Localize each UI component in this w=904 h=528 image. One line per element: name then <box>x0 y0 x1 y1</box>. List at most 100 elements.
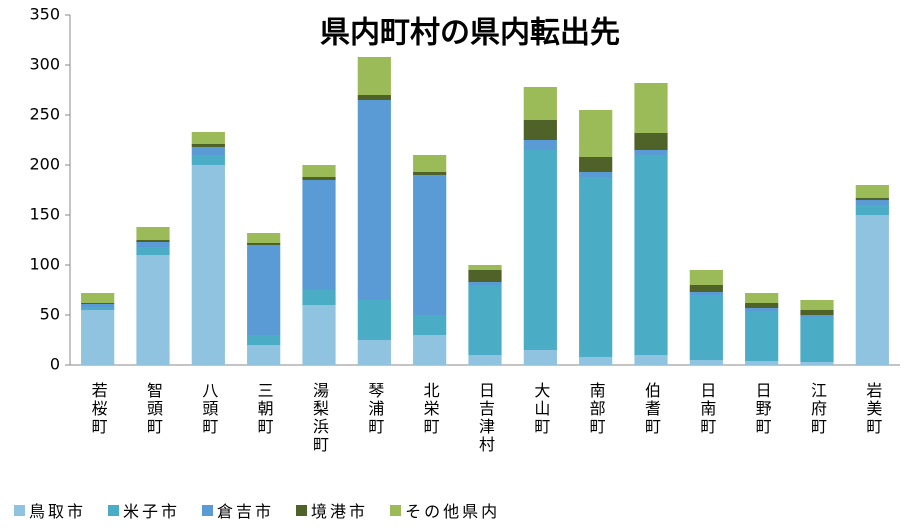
bar-segment <box>579 357 613 365</box>
bar-segment <box>800 315 834 317</box>
x-tick-label: 日野町 <box>752 382 772 436</box>
y-tick-label: 100 <box>29 255 60 274</box>
bar-segment <box>800 310 834 315</box>
bar-segment <box>745 308 779 311</box>
bar-segment <box>745 361 779 365</box>
legend: 鳥取市 米子市 倉吉市 境港市 その他県内 <box>14 498 500 522</box>
bar-segment <box>191 165 225 365</box>
x-tick-label: 北栄町 <box>420 382 440 436</box>
bar-segment <box>855 185 889 198</box>
legend-label: その他県内 <box>405 502 501 521</box>
bar-segment <box>523 350 557 365</box>
bar-segment <box>81 303 115 304</box>
bar-segment <box>136 255 170 365</box>
bar-segment <box>800 362 834 365</box>
x-tick-label: 日吉津村 <box>476 382 495 454</box>
bar-segment <box>413 315 447 335</box>
x-tick-label: 若桜町 <box>88 382 108 436</box>
bar-segment <box>468 285 502 355</box>
x-tick-label: 湯梨浜町 <box>310 382 329 454</box>
bar-segment <box>357 57 391 95</box>
bar-segment <box>136 240 170 242</box>
bar-segment <box>136 247 170 255</box>
x-tick-label: 大山町 <box>531 382 551 436</box>
bar-segment <box>302 177 336 180</box>
bar-segment <box>357 340 391 365</box>
bar-segment <box>855 198 889 200</box>
bar-segment <box>413 172 447 175</box>
legend-swatch <box>296 504 308 516</box>
bar-segment <box>81 310 115 365</box>
x-tick-label: 日南町 <box>697 382 717 436</box>
bar-segment <box>302 305 336 365</box>
bar-segment <box>357 95 391 100</box>
bar-segment <box>579 157 613 172</box>
bar-segment <box>855 200 889 205</box>
bar-segment <box>634 83 668 133</box>
bar-segment <box>579 177 613 357</box>
bar-segment <box>689 285 723 292</box>
bar-segment <box>689 292 723 295</box>
bar-segment <box>634 155 668 355</box>
bar-segment <box>468 270 502 282</box>
bar-segment <box>523 87 557 120</box>
y-tick-label: 50 <box>40 305 60 324</box>
bar-segment <box>468 265 502 270</box>
bar-segment <box>634 150 668 155</box>
bar-segment <box>523 140 557 150</box>
bar-segment <box>357 100 391 300</box>
bar-segment <box>136 227 170 240</box>
y-tick-label: 200 <box>29 155 60 174</box>
bar-segment <box>302 290 336 305</box>
bar-segment <box>745 303 779 308</box>
y-tick-label: 350 <box>29 5 60 24</box>
bar-segment <box>136 242 170 247</box>
bar-segment <box>302 165 336 177</box>
legend-label: 倉吉市 <box>217 502 275 521</box>
bar-segment <box>523 120 557 140</box>
y-tick-label: 300 <box>29 55 60 74</box>
bar-segment <box>523 150 557 350</box>
x-tick-label: 江府町 <box>808 382 827 436</box>
bar-segment <box>800 317 834 362</box>
x-tick-label: 三朝町 <box>254 382 274 436</box>
bar-segment <box>468 282 502 285</box>
x-tick-label: 智頭町 <box>144 382 163 436</box>
bar-segment <box>634 133 668 150</box>
bar-segment <box>247 345 281 365</box>
bar-segment <box>81 307 115 310</box>
bar-segment <box>468 355 502 365</box>
legend-item: 境港市 <box>296 498 368 522</box>
bar-segment <box>689 270 723 285</box>
legend-item: 米子市 <box>108 498 180 522</box>
legend-item: その他県内 <box>390 498 500 522</box>
bar-segment <box>413 155 447 172</box>
chart-title: 県内町村の県内転出先 <box>320 16 620 51</box>
bar-segment <box>191 155 225 165</box>
x-tick-label: 岩美町 <box>863 382 883 436</box>
bar-segment <box>191 132 225 144</box>
bar-segment <box>247 233 281 243</box>
legend-label: 鳥取市 <box>29 502 87 521</box>
bar-segment <box>579 172 613 177</box>
bar-segment <box>191 144 225 147</box>
legend-item: 鳥取市 <box>14 498 86 522</box>
bar-segment <box>302 180 336 290</box>
x-tick-label: 南部町 <box>586 382 606 436</box>
bar-segment <box>745 311 779 361</box>
bar-segment <box>855 215 889 365</box>
bar-segment <box>634 355 668 365</box>
legend-swatch <box>14 504 25 516</box>
legend-swatch <box>390 504 402 516</box>
x-tick-label: 伯耆町 <box>642 382 661 436</box>
bar-segment <box>81 293 115 303</box>
y-tick-label: 250 <box>29 105 60 124</box>
y-tick-label: 150 <box>29 205 60 224</box>
bar-segment <box>247 243 281 245</box>
bar-segment <box>247 245 281 335</box>
bar-segment <box>800 300 834 310</box>
bar-segment <box>357 300 391 340</box>
x-tick-label: 八頭町 <box>199 382 219 436</box>
